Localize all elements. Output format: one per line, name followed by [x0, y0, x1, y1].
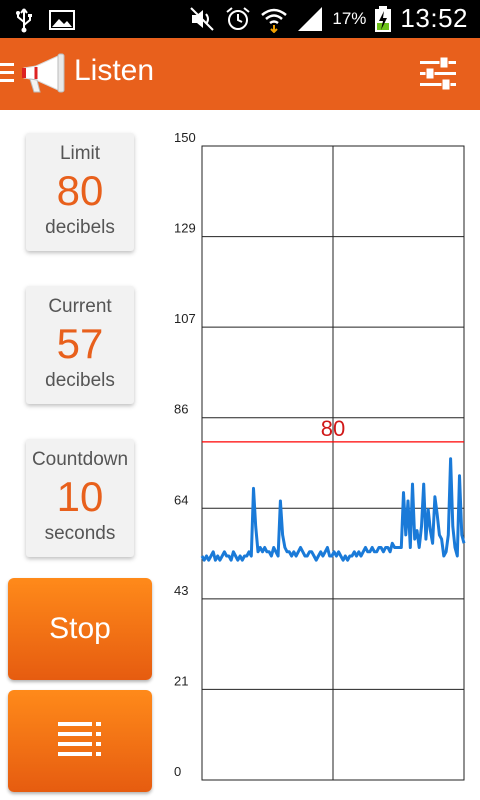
megaphone-icon[interactable]	[18, 48, 68, 98]
y-tick-label: 64	[174, 492, 188, 507]
limit-value: 80	[26, 169, 134, 213]
battery-charging-icon	[374, 5, 392, 33]
signal-icon	[296, 5, 324, 33]
countdown-label: Countdown	[26, 449, 134, 471]
decibel-chart: 0 21 43 64 86 107 129 150 80	[160, 130, 480, 790]
y-tick-label: 0	[174, 764, 181, 779]
limit-unit: decibels	[26, 217, 134, 239]
limit-label: Limit	[26, 143, 134, 165]
image-icon	[48, 6, 76, 34]
current-card: Current 57 decibels	[26, 286, 134, 404]
threshold-label: 80	[321, 416, 345, 441]
stop-button-label: Stop	[8, 612, 152, 646]
mute-icon	[188, 5, 216, 33]
limit-card: Limit 80 decibels	[26, 133, 134, 251]
y-tick-label: 150	[174, 130, 196, 145]
page-title: Listen	[74, 54, 154, 88]
current-label: Current	[26, 296, 134, 318]
sliders-icon[interactable]	[418, 54, 458, 94]
log-list-button[interactable]	[8, 690, 152, 792]
hamburger-icon[interactable]	[0, 60, 16, 86]
alarm-icon	[224, 5, 252, 33]
clock: 13:52	[400, 3, 468, 34]
stop-button[interactable]: Stop	[8, 578, 152, 680]
usb-icon	[10, 6, 38, 34]
list-icon	[58, 720, 104, 760]
current-value: 57	[26, 322, 134, 366]
current-unit: decibels	[26, 370, 134, 392]
y-tick-label: 21	[174, 673, 188, 688]
wifi-icon	[260, 5, 288, 33]
countdown-card: Countdown 10 seconds	[26, 439, 134, 557]
y-tick-label: 86	[174, 402, 188, 417]
countdown-value: 10	[26, 475, 134, 519]
y-tick-label: 129	[174, 221, 196, 236]
countdown-unit: seconds	[26, 523, 134, 545]
status-bar: 17% 13:52	[0, 0, 480, 38]
battery-percent: 17%	[332, 9, 366, 29]
y-tick-label: 107	[174, 311, 196, 326]
y-tick-label: 43	[174, 583, 188, 598]
action-bar: Listen	[0, 38, 480, 110]
